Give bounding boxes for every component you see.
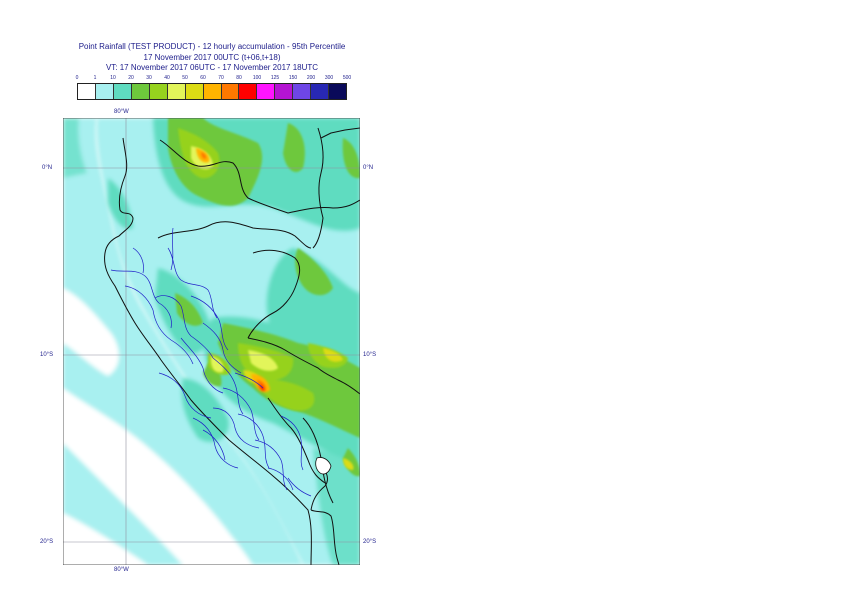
lat-label-right-0: 0°N bbox=[363, 165, 374, 171]
legend-tick-label: 100 bbox=[252, 75, 262, 81]
legend-swatch bbox=[257, 84, 276, 99]
legend-swatch bbox=[149, 84, 168, 99]
legend-swatch bbox=[221, 84, 240, 99]
legend-tick-label: 300 bbox=[324, 75, 334, 81]
title-line-run: 17 November 2017 00UTC (t+06,t+18) bbox=[143, 52, 281, 62]
legend-tick-label: 30 bbox=[146, 75, 152, 81]
lat-label-left-20: 20°S bbox=[40, 539, 54, 545]
lat-label-left-0: 0°N bbox=[42, 165, 53, 171]
lat-label-left-10: 10°S bbox=[40, 352, 54, 358]
legend-tick-labels: 0 1 10 20 30 40 50 60 70 80 100 125 150 200 300 500 bbox=[75, 75, 352, 83]
legend-swatch bbox=[329, 84, 347, 99]
legend-tick-label: 60 bbox=[200, 75, 206, 81]
legend-swatch bbox=[131, 84, 150, 99]
color-legend: 0 1 10 20 30 40 50 60 70 80 100 125 150 200 300 500 bbox=[75, 75, 352, 103]
legend-tick-label: 40 bbox=[164, 75, 170, 81]
legend-swatch bbox=[78, 84, 96, 99]
legend-tick-label: 125 bbox=[270, 75, 280, 81]
lon-label-top: 80°W bbox=[114, 109, 129, 115]
map-panel bbox=[62, 117, 361, 566]
regional-boundaries bbox=[110, 227, 312, 497]
legend-swatch bbox=[311, 84, 330, 99]
lat-label-right-10: 10°S bbox=[363, 352, 377, 358]
ocean-fields bbox=[63, 118, 303, 565]
legend-swatch bbox=[203, 84, 222, 99]
legend-color-bar bbox=[77, 83, 347, 100]
legend-tick-label: 1 bbox=[93, 75, 97, 81]
lake-titicaca bbox=[315, 457, 332, 475]
map-title-block: Point Rainfall (TEST PRODUCT) - 12 hourl… bbox=[0, 42, 424, 74]
legend-tick-label: 500 bbox=[342, 75, 352, 81]
legend-tick-label: 0 bbox=[75, 75, 79, 81]
legend-tick-label: 200 bbox=[306, 75, 316, 81]
legend-swatch bbox=[167, 84, 186, 99]
legend-swatch bbox=[113, 84, 132, 99]
lon-label-bottom: 80°W bbox=[114, 567, 129, 573]
legend-tick-label: 10 bbox=[110, 75, 116, 81]
country-borders bbox=[104, 127, 360, 565]
legend-tick-label: 20 bbox=[128, 75, 134, 81]
rainfall-map bbox=[62, 117, 361, 566]
precip-orange-red-cores bbox=[196, 148, 270, 393]
legend-swatch bbox=[293, 84, 312, 99]
legend-swatch bbox=[185, 84, 204, 99]
legend-tick-label: 150 bbox=[288, 75, 298, 81]
lat-label-right-20: 20°S bbox=[363, 539, 377, 545]
legend-tick-label: 80 bbox=[236, 75, 242, 81]
legend-tick-label: 50 bbox=[182, 75, 188, 81]
legend-swatch bbox=[95, 84, 114, 99]
legend-swatch bbox=[239, 84, 258, 99]
title-line-product: Point Rainfall (TEST PRODUCT) - 12 hourl… bbox=[78, 42, 346, 51]
legend-swatch bbox=[275, 84, 294, 99]
title-line-validity: VT: 17 November 2017 06UTC - 17 November… bbox=[105, 63, 319, 72]
legend-tick-label: 70 bbox=[218, 75, 224, 81]
